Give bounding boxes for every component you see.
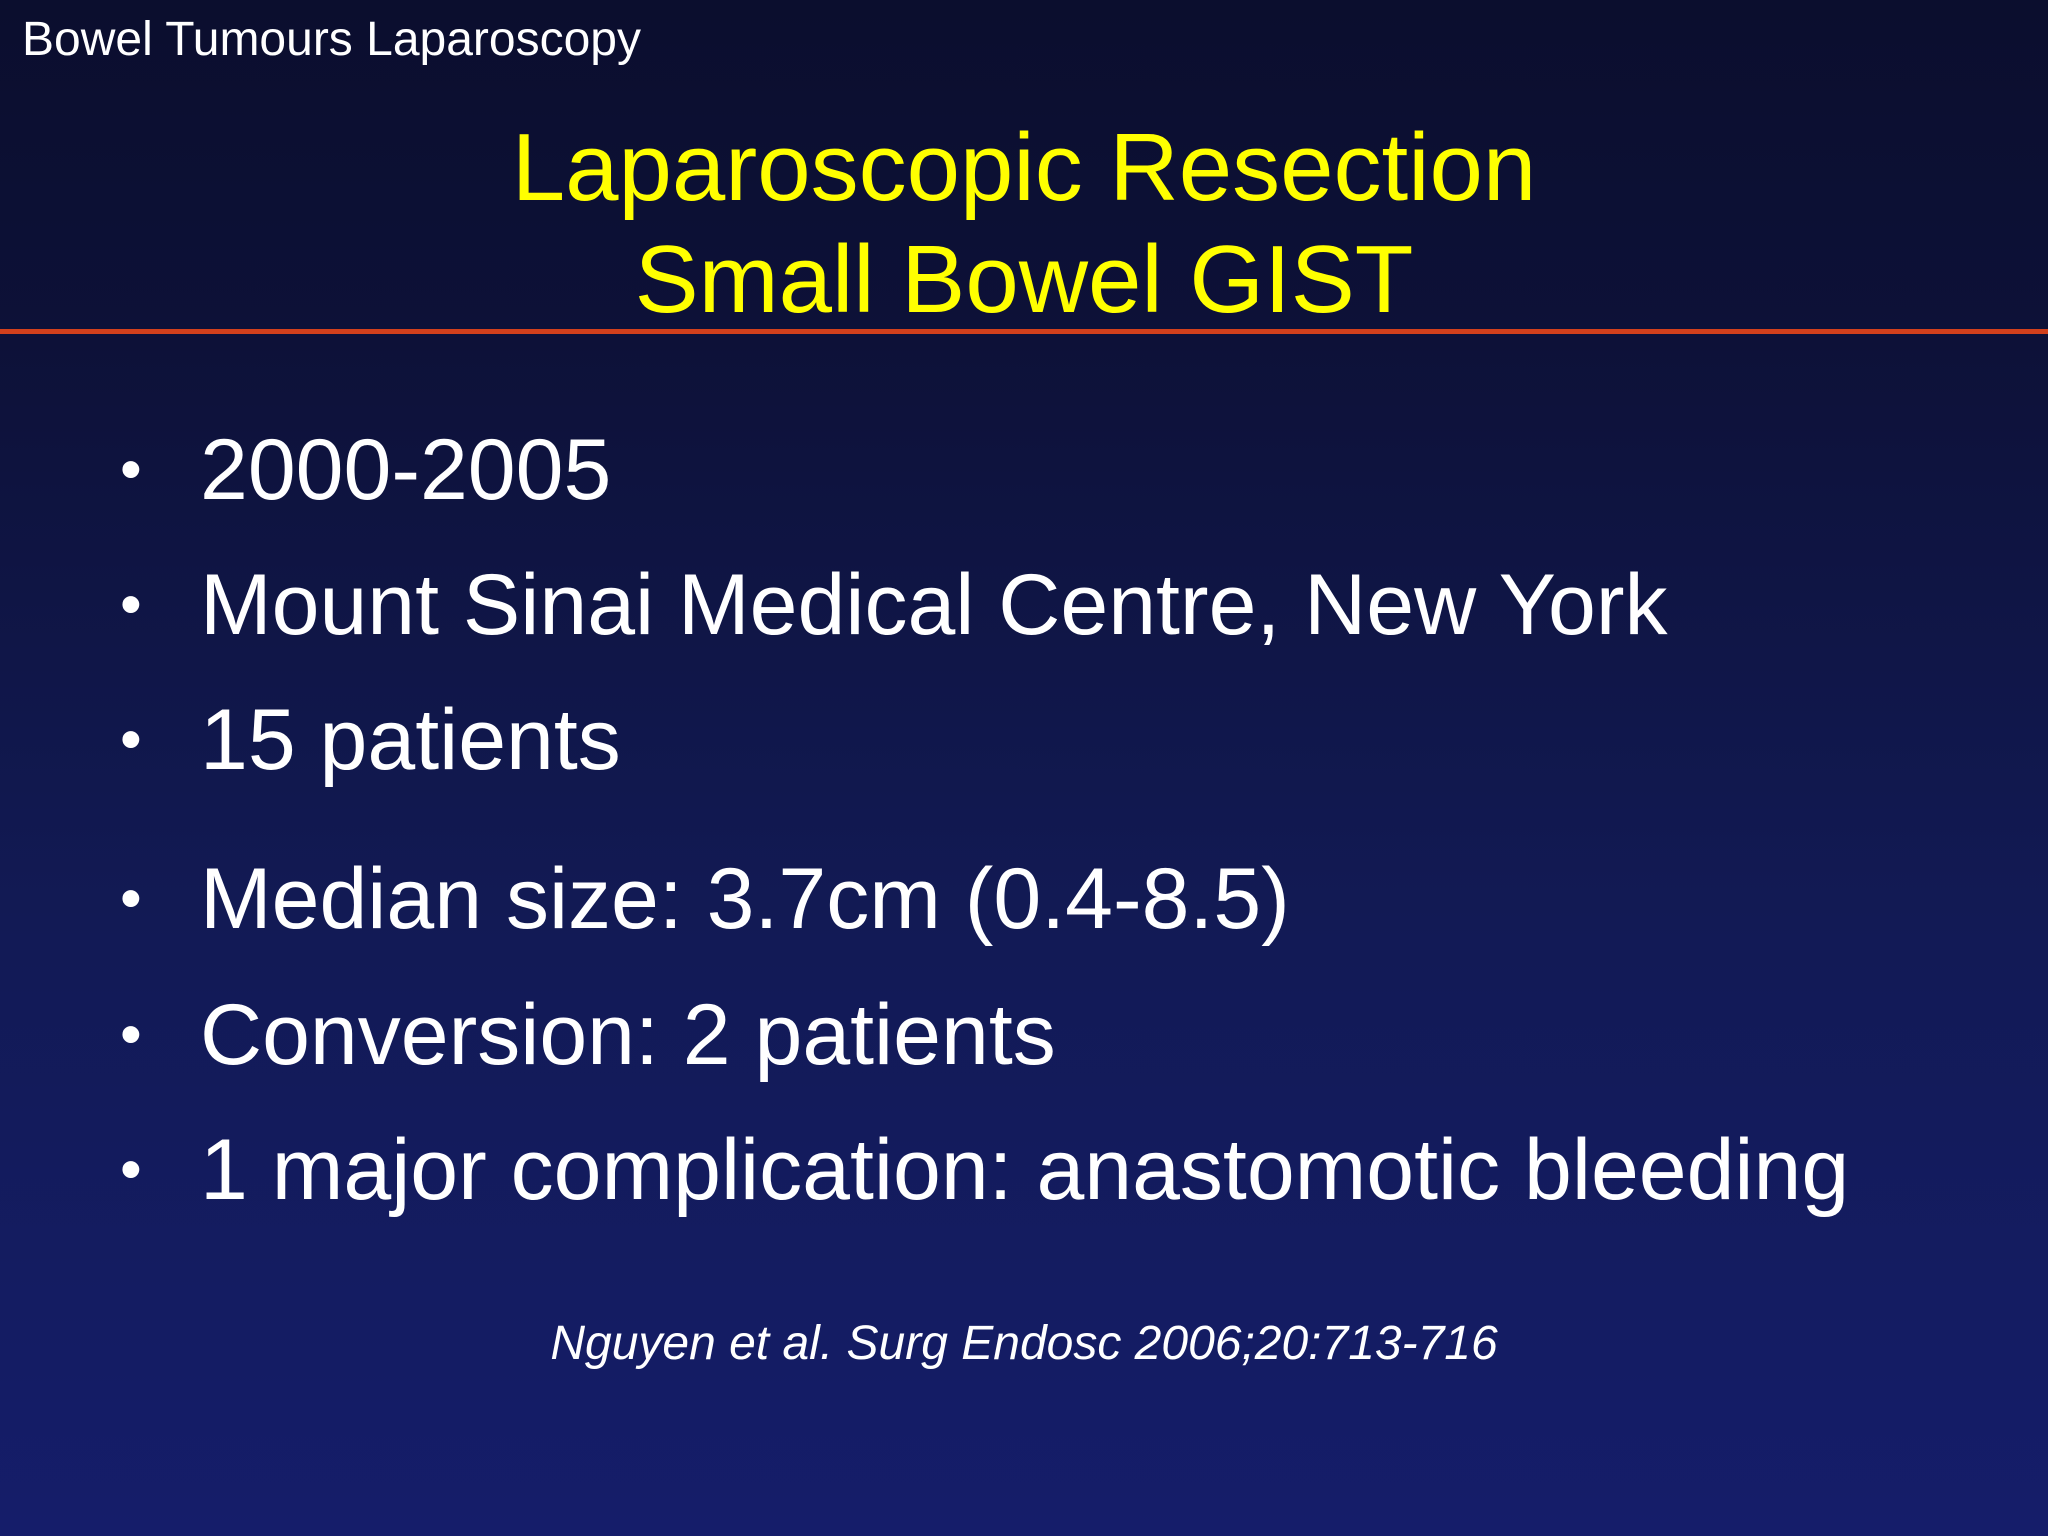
- slide-title-line-1: Laparoscopic Resection: [511, 114, 1537, 221]
- bullet-text: 1 major complication: anastomotic bleedi…: [200, 1122, 1850, 1218]
- bullet-item-location: • Mount Sinai Medical Centre, New York: [120, 550, 1668, 660]
- bullet-icon: •: [120, 864, 142, 933]
- slide-title-line-2: Small Bowel GIST: [634, 226, 1414, 333]
- citation: Nguyen et al. Surg Endosc 2006;20:713-71…: [550, 1317, 1498, 1370]
- bullet-text: Conversion: 2 patients: [200, 987, 1056, 1083]
- bullet-icon: •: [120, 705, 142, 774]
- bullet-icon: •: [120, 435, 142, 504]
- bullet-icon: •: [120, 1135, 142, 1204]
- bullet-text: Mount Sinai Medical Centre, New York: [200, 557, 1668, 653]
- title-divider: [0, 329, 2048, 334]
- slide-title: Laparoscopic Resection Small Bowel GIST: [0, 112, 2048, 336]
- bullet-icon: •: [120, 570, 142, 639]
- header-label: Bowel Tumours Laparoscopy: [22, 13, 641, 66]
- bullet-item-median-size: • Median size: 3.7cm (0.4-8.5): [120, 844, 1290, 954]
- bullet-text: Median size: 3.7cm (0.4-8.5): [200, 851, 1290, 947]
- bullet-item-complication: • 1 major complication: anastomotic bleed…: [120, 1115, 1849, 1225]
- bullet-item-date-range: • 2000-2005: [120, 415, 611, 525]
- bullet-icon: •: [120, 1000, 142, 1069]
- bullet-text: 15 patients: [200, 692, 621, 788]
- bullet-text: 2000-2005: [200, 422, 612, 518]
- bullet-item-conversion: • Conversion: 2 patients: [120, 980, 1056, 1090]
- bullet-item-patients: • 15 patients: [120, 685, 621, 795]
